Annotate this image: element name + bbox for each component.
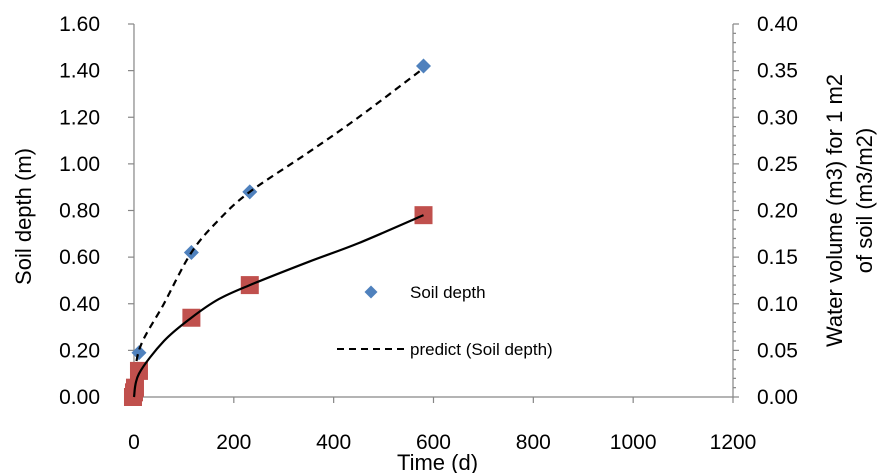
y2-axis-title-line2: of soil (m3/m2) [852, 128, 877, 273]
y-tick-label: 0.60 [59, 246, 100, 269]
y2-tick-label: 0.20 [757, 200, 798, 223]
y2-tick-label: 0.40 [757, 13, 798, 36]
axes: 0.00 0.20 0.40 0.60 0.80 1.00 1.20 1.40 1.60 0.00… [59, 13, 798, 454]
y2-axis-title-line1: Water volume (m3) for 1 m2 [822, 74, 847, 347]
y2-tick-label: 0.25 [757, 153, 798, 176]
y-tick-label: 1.00 [59, 153, 100, 176]
y2-tick-label: 0.10 [757, 293, 798, 316]
y-tick-label: 0.20 [59, 339, 100, 362]
y-tick-label: 0.80 [59, 200, 100, 223]
y-tick-label: 1.60 [59, 13, 100, 36]
y2-tick-label: 0.30 [757, 106, 798, 129]
x-tick-label: 800 [516, 431, 551, 454]
predict-water-volume-line [132, 214, 424, 398]
x-tick-label: 1200 [710, 431, 757, 454]
plot-series [123, 58, 433, 406]
legend-label-predict: predict (Soil depth) [410, 340, 553, 359]
x-tick-label: 400 [316, 431, 351, 454]
y2-tick-label: 0.00 [757, 386, 798, 409]
x-tick-label: 0 [128, 431, 140, 454]
x-axis-title: Time (d) [397, 450, 478, 473]
soil-depth-point [131, 345, 147, 361]
legend: Soil depth predict (Soil depth) [337, 283, 553, 359]
predict-soil-depth-line [132, 67, 425, 398]
y2-tick-label: 0.15 [757, 246, 798, 269]
x-tick-label: 1000 [610, 431, 657, 454]
x-tick-label: 200 [216, 431, 251, 454]
y2-tick-label: 0.05 [757, 339, 798, 362]
water-volume-point [414, 206, 433, 225]
y-tick-label: 1.40 [59, 60, 100, 83]
legend-label-soil-depth: Soil depth [410, 283, 486, 302]
y-tick-label: 0.00 [59, 386, 100, 409]
legend-marker-soil-depth [364, 285, 378, 299]
soil-depth-point [416, 58, 432, 74]
y-tick-label: 1.20 [59, 106, 100, 129]
y2-tick-label: 0.35 [757, 60, 798, 83]
x-tick-label: 600 [416, 431, 451, 454]
y-tick-label: 0.40 [59, 293, 100, 316]
y-axis-title: Soil depth (m) [11, 148, 36, 285]
